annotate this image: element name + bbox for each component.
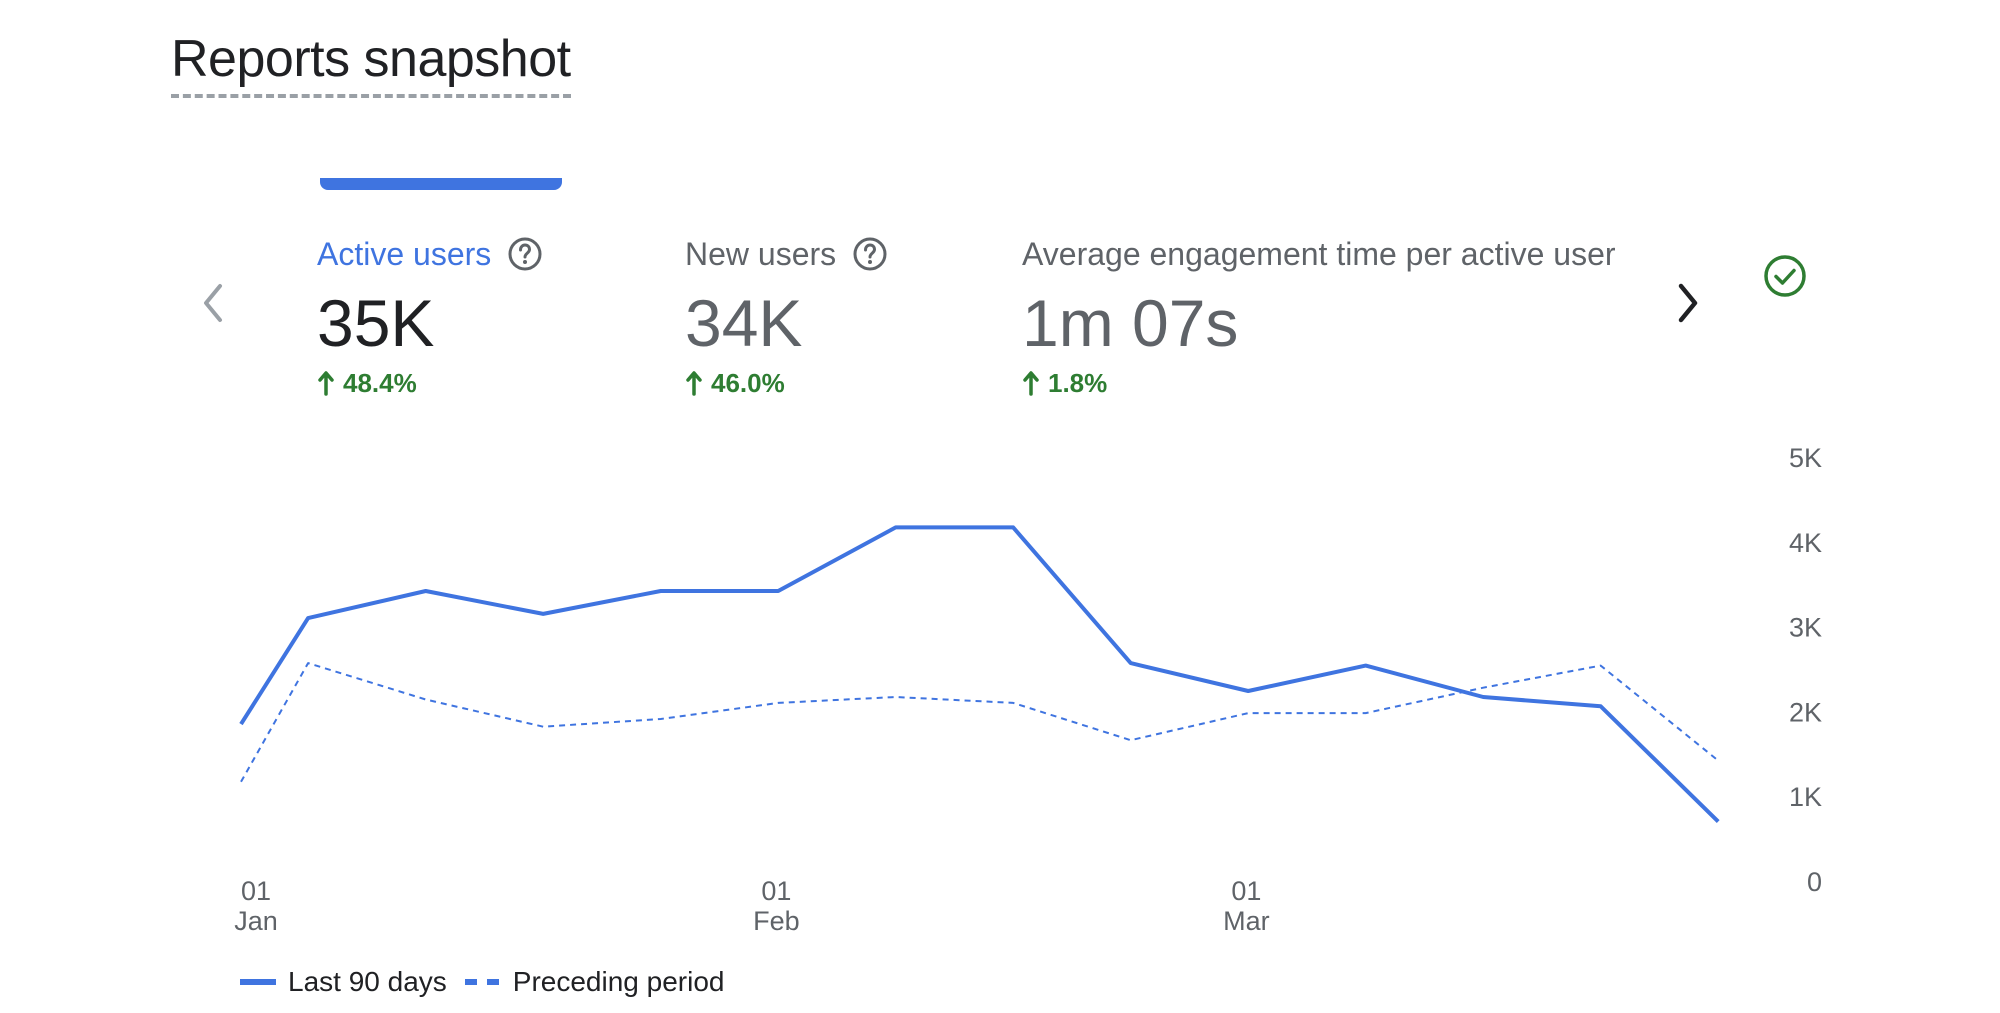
arrow-up-icon: [685, 370, 703, 396]
metric-card-avg-engagement-time[interactable]: Average engagement time per active user …: [1022, 234, 1616, 398]
metric-value: 35K: [317, 286, 435, 360]
x-tick-day: 01: [241, 876, 271, 906]
metric-value: 34K: [685, 286, 803, 360]
chart-legend: Last 90 days Preceding period: [240, 966, 742, 998]
metric-card-active-users[interactable]: Active users 35K 48.4%: [317, 234, 543, 398]
y-tick-label: 1K: [1789, 782, 1822, 812]
arrow-up-icon: [1022, 370, 1040, 396]
x-tick-month: Feb: [753, 906, 800, 936]
legend-swatch-dashed: [464, 979, 501, 985]
check-circle-icon[interactable]: [1762, 253, 1808, 299]
legend-label: Preceding period: [512, 966, 725, 997]
series-line-last-90-days[interactable]: [239, 525, 1720, 824]
metric-delta: 46.0%: [685, 368, 888, 398]
y-tick-label: 0: [1807, 867, 1822, 897]
help-circle-icon[interactable]: [507, 236, 543, 272]
legend-item-preceding-period[interactable]: Preceding period: [464, 966, 725, 998]
y-tick-label: 2K: [1789, 697, 1822, 727]
y-tick-label: 5K: [1789, 443, 1822, 473]
chevron-right-icon[interactable]: [1670, 280, 1706, 326]
metric-label-text: Active users: [317, 235, 492, 272]
metric-card-new-users[interactable]: New users 34K 46.0%: [685, 234, 888, 398]
metric-delta-value: 1.8%: [1048, 367, 1108, 398]
x-tick-day: 01: [761, 876, 791, 906]
legend-item-last-90-days[interactable]: Last 90 days: [240, 966, 447, 998]
x-tick-day: 01: [1231, 876, 1261, 906]
metric-delta: 48.4%: [317, 368, 543, 398]
page-title: Reports snapshot: [171, 30, 571, 98]
chevron-left-icon[interactable]: [196, 280, 232, 326]
metric-value: 1m 07s: [1022, 286, 1239, 360]
active-tab-indicator: [320, 178, 562, 190]
legend-swatch-solid: [240, 979, 276, 985]
metric-label: New users: [685, 234, 888, 274]
series-line-preceding-period[interactable]: [240, 662, 1719, 783]
metric-label: Active users: [317, 234, 543, 274]
metric-label: Average engagement time per active user: [1022, 234, 1616, 274]
metric-delta-value: 48.4%: [343, 367, 417, 398]
metric-label-text: New users: [685, 235, 837, 272]
x-tick-month: Jan: [234, 906, 278, 936]
arrow-up-icon: [317, 370, 335, 396]
metric-label-text: Average engagement time per active user: [1022, 235, 1616, 272]
x-tick-month: Mar: [1223, 906, 1270, 936]
metric-delta: 1.8%: [1022, 368, 1616, 398]
help-circle-icon[interactable]: [852, 236, 888, 272]
metric-delta-value: 46.0%: [711, 367, 785, 398]
y-tick-label: 3K: [1789, 613, 1822, 643]
y-tick-label: 4K: [1789, 528, 1822, 558]
legend-label: Last 90 days: [288, 966, 447, 997]
